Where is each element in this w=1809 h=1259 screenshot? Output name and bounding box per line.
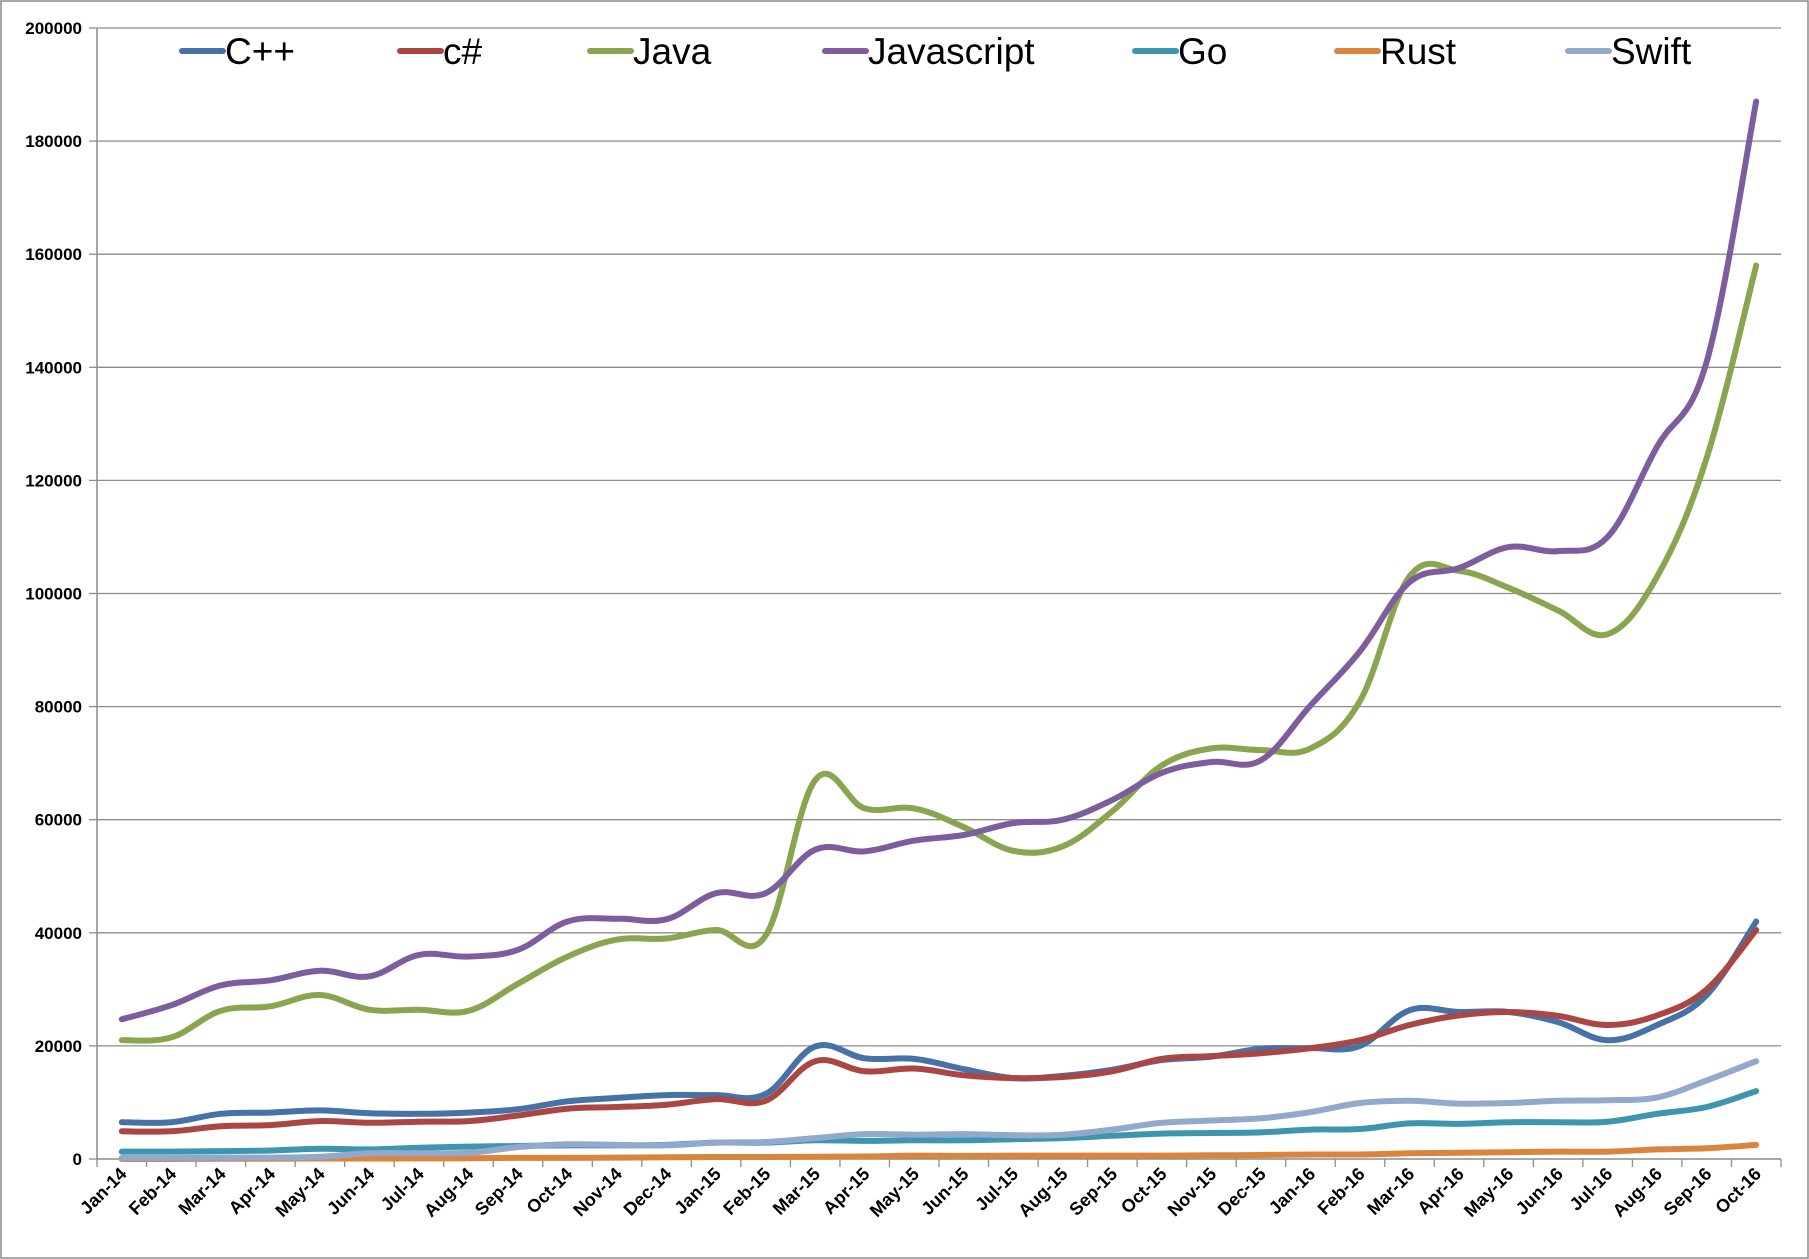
y-tick-label: 180000 [25, 132, 82, 151]
legend-label: Swift [1611, 31, 1692, 72]
legend-label: Java [633, 31, 712, 72]
legend-item-go: Go [1132, 31, 1227, 72]
series-line-swift [118, 1058, 1760, 1161]
series-lines [118, 98, 1760, 1163]
legend-item-rust: Rust [1334, 31, 1457, 72]
legend-item-java: Java [587, 31, 712, 72]
legend-label: Javascript [868, 31, 1035, 72]
gridlines [97, 27, 1781, 1047]
series-line-go [118, 1088, 1760, 1155]
y-tick-label: 120000 [25, 471, 82, 490]
y-tick-label: 200000 [25, 19, 82, 38]
y-axis-tick-labels: 0 20000 40000 60000 80000 100000 120000 140000 1… [25, 19, 82, 1169]
legend: C++ c# Java Javascript Go Rust Swift [179, 31, 1692, 72]
legend-item-swift: Swift [1565, 31, 1692, 72]
y-tick-label: 80000 [35, 698, 82, 717]
y-tick-label: 160000 [25, 245, 82, 264]
legend-item-javascript: Javascript [822, 31, 1035, 72]
legend-label: C++ [225, 31, 295, 72]
legend-item-csharp: c# [397, 31, 483, 72]
y-tick-label: 60000 [35, 811, 82, 830]
legend-label: Rust [1380, 31, 1457, 72]
y-tick-label: 0 [73, 1150, 82, 1169]
series-line-csharp [118, 927, 1760, 1135]
series-line-rust [118, 1141, 1760, 1163]
legend-label: Go [1178, 31, 1227, 72]
y-tick-label: 20000 [35, 1037, 82, 1056]
series-line-javascript [118, 98, 1760, 1023]
legend-label: c# [443, 31, 483, 72]
y-tick-label: 40000 [35, 924, 82, 943]
y-tick-label: 140000 [25, 358, 82, 377]
y-tick-label: 100000 [25, 585, 82, 604]
series-line-java [118, 262, 1760, 1044]
legend-item-cplusplus: C++ [179, 31, 295, 72]
